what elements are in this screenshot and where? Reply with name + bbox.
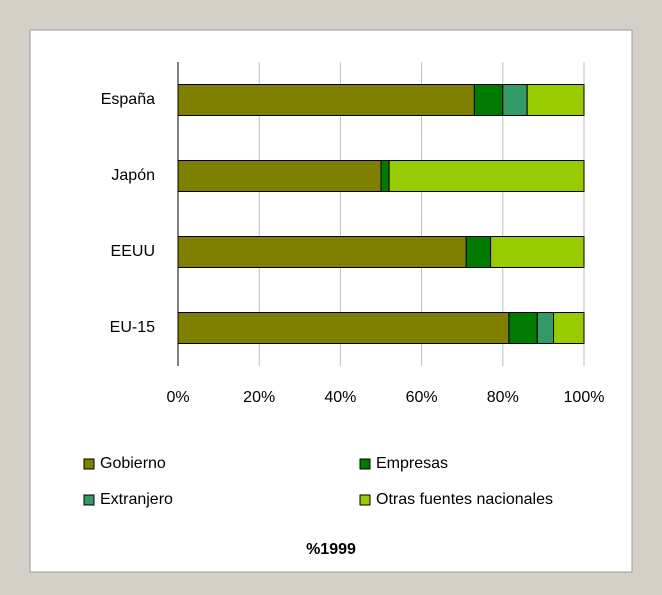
bar-segment: [536, 312, 555, 344]
legend-swatch: [359, 458, 371, 470]
x-tick-label: 40%: [324, 389, 356, 406]
x-tick-label: 60%: [406, 389, 438, 406]
legend-label: Gobierno: [100, 455, 166, 472]
bar-segment: [388, 160, 585, 192]
y-tick-label: EEUU: [111, 243, 155, 260]
legend-swatch: [83, 494, 95, 506]
chart-panel: [29, 29, 633, 573]
bar-segment: [553, 312, 585, 344]
bar-segment: [380, 160, 390, 192]
bar-segment: [177, 84, 475, 116]
legend-label: Otras fuentes nacionales: [376, 491, 553, 508]
legend-label: Empresas: [376, 455, 448, 472]
legend-swatch: [359, 494, 371, 506]
y-tick-label: EU-15: [110, 319, 155, 336]
legend-swatch: [83, 458, 95, 470]
bar-segment: [177, 312, 510, 344]
bar-segment: [490, 236, 585, 268]
x-tick-label: 100%: [564, 389, 605, 406]
y-tick-label: España: [101, 91, 155, 108]
legend-label: Extranjero: [100, 491, 173, 508]
bar-segment: [502, 84, 528, 116]
x-tick-label: 80%: [487, 389, 519, 406]
bar-segment: [473, 84, 504, 116]
bar-segment: [177, 236, 467, 268]
bar-segment: [508, 312, 538, 344]
bar-segment: [465, 236, 492, 268]
y-tick-label: Japón: [111, 167, 155, 184]
x-tick-label: 0%: [166, 389, 189, 406]
bar-segment: [526, 84, 585, 116]
chart-title: %1999: [306, 541, 356, 558]
x-tick-label: 20%: [243, 389, 275, 406]
bar-segment: [177, 160, 382, 192]
